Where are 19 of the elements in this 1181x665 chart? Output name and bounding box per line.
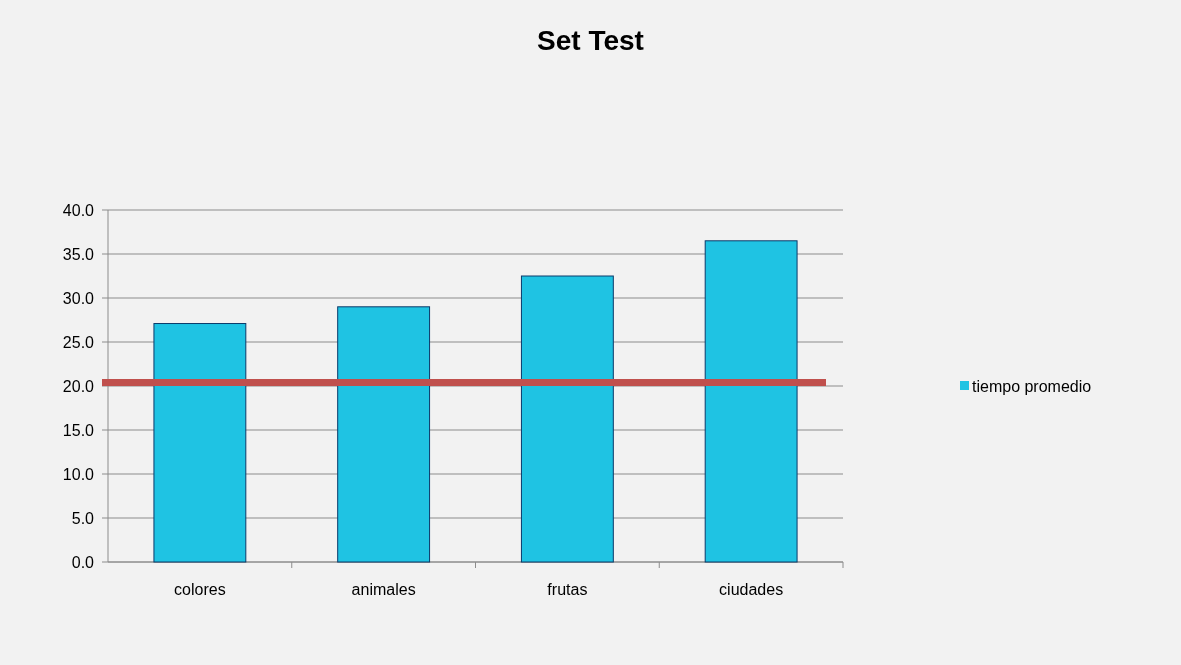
chart-title: Set Test bbox=[537, 25, 644, 56]
y-tick-label: 20.0 bbox=[62, 377, 95, 395]
bar bbox=[704, 240, 798, 563]
y-tick-label: 35.0 bbox=[62, 245, 95, 263]
x-tick-label: animales bbox=[351, 581, 416, 598]
bar bbox=[337, 306, 431, 563]
x-tick-label: colores bbox=[174, 581, 226, 598]
y-tick-label: 40.0 bbox=[62, 201, 95, 219]
y-tick-label: 25.0 bbox=[62, 333, 95, 351]
legend-label: tiempo promedio bbox=[972, 377, 1092, 395]
y-tick-label: 0.0 bbox=[71, 553, 95, 571]
y-tick-label: 10.0 bbox=[62, 465, 95, 483]
x-tick-label: frutas bbox=[547, 581, 588, 598]
bar bbox=[153, 323, 247, 563]
y-tick-label: 30.0 bbox=[62, 289, 95, 307]
y-tick-label: 15.0 bbox=[62, 421, 95, 439]
y-tick-label: 5.0 bbox=[71, 509, 95, 527]
bar bbox=[520, 275, 614, 563]
x-tick-label: ciudades bbox=[719, 581, 784, 598]
